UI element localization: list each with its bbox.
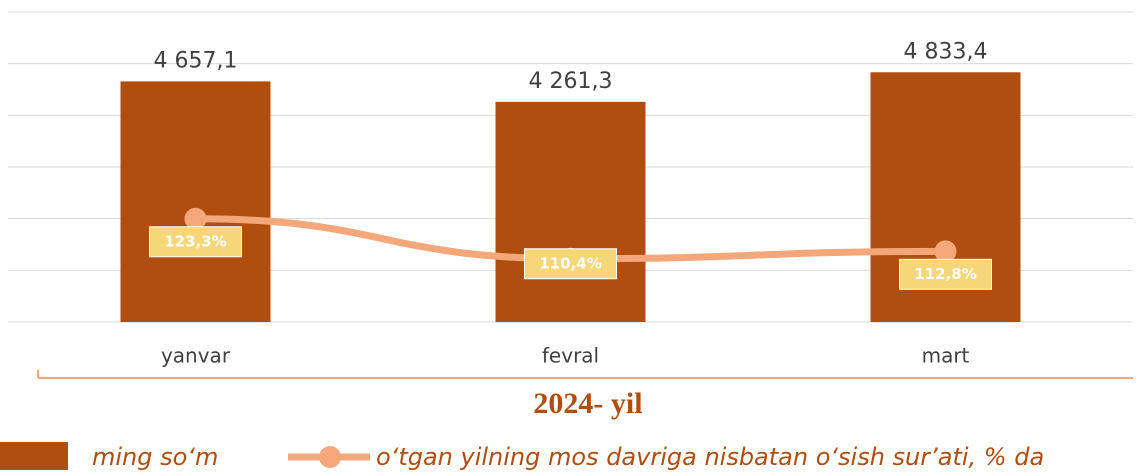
x-tick-label: fevral [542, 344, 599, 368]
x-axis-title: 2024- yil [533, 387, 642, 420]
legend-swatch [0, 442, 68, 470]
legend-label: ming so‘m [92, 443, 218, 471]
data-label: 123,3% [164, 232, 226, 250]
legend-marker [319, 446, 341, 468]
bar [495, 101, 646, 323]
x-tick-label: mart [922, 344, 970, 368]
data-label-box [149, 226, 242, 258]
data-label: 4 261,3 [529, 69, 613, 94]
x-tick-label: yanvar [161, 344, 231, 368]
data-label: 4 833,4 [904, 39, 988, 64]
legend-label: o‘tgan yilning mos davriga nisbatan o‘si… [376, 443, 1044, 471]
data-label-box [524, 248, 617, 280]
data-label-box [899, 258, 992, 290]
line-point [934, 240, 957, 263]
bar [120, 81, 271, 322]
data-label: 112,8% [914, 265, 976, 283]
data-label: 110,4% [539, 254, 601, 272]
data-label: 4 657,1 [154, 48, 238, 73]
line-point [184, 207, 207, 230]
